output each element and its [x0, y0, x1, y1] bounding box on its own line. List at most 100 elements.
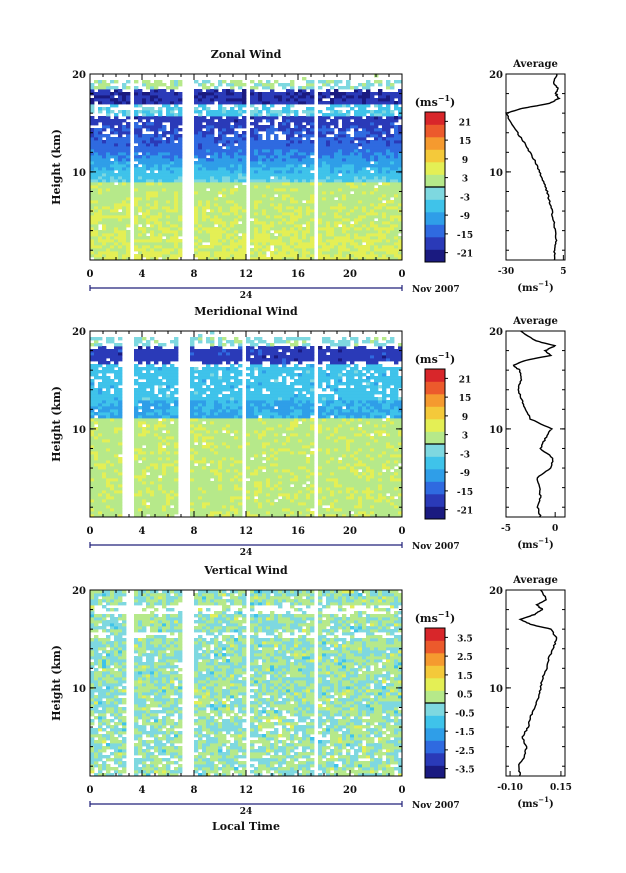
heatmap-cell — [270, 110, 275, 114]
heatmap-cell — [254, 245, 259, 249]
heatmap-cell — [166, 358, 171, 362]
heatmap-cell — [106, 445, 111, 449]
heatmap-cell — [350, 200, 355, 204]
heatmap-cell — [134, 173, 139, 177]
heatmap-cell — [250, 122, 255, 126]
heatmap-cell — [94, 158, 99, 162]
heatmap-cell — [342, 158, 347, 162]
heatmap-cell — [398, 80, 403, 84]
heatmap-cell — [110, 221, 115, 225]
heatmap-cell — [102, 397, 107, 401]
heatmap-cell — [142, 227, 147, 231]
heatmap-cell — [114, 403, 119, 407]
heatmap-cell — [394, 140, 399, 144]
heatmap-cell — [270, 140, 275, 144]
heatmap-cell — [110, 125, 115, 129]
heatmap-cell — [362, 167, 367, 171]
heatmap-cell — [382, 155, 387, 159]
heatmap-cell — [90, 412, 95, 416]
heatmap-cell — [374, 191, 379, 195]
heatmap-cell — [230, 152, 235, 156]
heatmap-cell — [162, 421, 167, 425]
heatmap-cell — [102, 469, 107, 473]
heatmap-cell — [270, 239, 275, 243]
heatmap-cell — [170, 98, 175, 102]
heatmap-cell — [206, 245, 211, 249]
heatmap-cell — [286, 197, 291, 201]
heatmap-cell — [322, 227, 327, 231]
heatmap-cell — [262, 251, 267, 255]
heatmap-cell — [198, 200, 203, 204]
heatmap-cell — [242, 89, 247, 93]
heatmap-cell — [170, 248, 175, 252]
heatmap-cell — [194, 245, 199, 249]
heatmap-cell — [114, 448, 119, 452]
heatmap-cell — [98, 179, 103, 183]
heatmap-cell — [230, 149, 235, 153]
heatmap-cell — [262, 107, 267, 111]
heatmap-cell — [218, 107, 223, 111]
heatmap-cell — [282, 146, 287, 150]
heatmap-cell — [142, 143, 147, 147]
heatmap-cell — [398, 197, 403, 201]
heatmap-cell — [194, 137, 199, 141]
heatmap-cell — [194, 110, 199, 114]
heatmap-cell — [122, 185, 127, 189]
heatmap-cell — [218, 185, 223, 189]
heatmap-cell — [118, 95, 123, 99]
heatmap-cell — [102, 170, 107, 174]
heatmap-cell — [94, 164, 99, 168]
heatmap-cell — [158, 188, 163, 192]
heatmap-cell — [206, 218, 211, 222]
heatmap-cell — [98, 427, 103, 431]
heatmap-cell — [398, 128, 403, 132]
heatmap-cell — [274, 212, 279, 216]
heatmap-cell — [226, 89, 231, 93]
heatmap-cell — [166, 496, 171, 500]
heatmap-cell — [170, 155, 175, 159]
heatmap-cell — [310, 221, 315, 225]
heatmap-cell — [206, 233, 211, 237]
heatmap-cell — [150, 505, 155, 509]
heatmap-cell — [94, 92, 99, 96]
heatmap-cell — [142, 254, 147, 258]
heatmap-cell — [118, 382, 123, 386]
heatmap-cell — [146, 460, 151, 464]
heatmap-cell — [350, 215, 355, 219]
heatmap-cell — [398, 140, 403, 144]
heatmap-cell — [102, 445, 107, 449]
heatmap-cell — [166, 445, 171, 449]
heatmap-cell — [166, 119, 171, 123]
heatmap-cell — [170, 251, 175, 255]
heatmap-cell — [138, 215, 143, 219]
heatmap-cell — [378, 176, 383, 180]
heatmap-cell — [114, 149, 119, 153]
heatmap-cell — [338, 161, 343, 165]
heatmap-cell — [338, 95, 343, 99]
heatmap-cell — [106, 475, 111, 479]
heatmap-cell — [214, 125, 219, 129]
heatmap-cell — [110, 194, 115, 198]
heatmap-cell — [238, 230, 243, 234]
heatmap-cell — [214, 212, 219, 216]
heatmap-cell — [338, 218, 343, 222]
heatmap-cell — [150, 200, 155, 204]
heatmap-cell — [198, 113, 203, 117]
heatmap-cell — [310, 164, 315, 168]
heatmap-cell — [318, 194, 323, 198]
heatmap-cell — [98, 514, 103, 518]
heatmap-cell — [214, 218, 219, 222]
average-y-tick-label: 20 — [489, 70, 503, 81]
heatmap-cell — [330, 128, 335, 132]
heatmap-cell — [374, 149, 379, 153]
heatmap-cell — [110, 358, 115, 362]
heatmap-cell — [142, 454, 147, 458]
heatmap-cell — [114, 179, 119, 183]
heatmap-cell — [302, 197, 307, 201]
heatmap-cell — [250, 188, 255, 192]
heatmap-cell — [398, 230, 403, 234]
heatmap-cell — [198, 209, 203, 213]
heatmap-cell — [126, 230, 131, 234]
heatmap-cell — [382, 101, 387, 105]
heatmap-cell — [138, 167, 143, 171]
